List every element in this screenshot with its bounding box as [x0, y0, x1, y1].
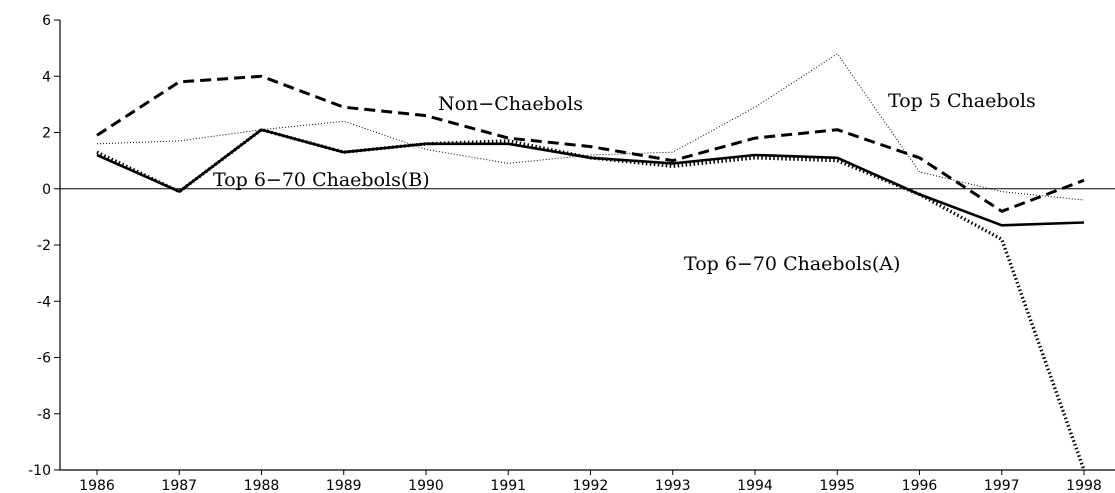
- x-tick-label: 1991: [490, 478, 526, 493]
- y-tick-label: 4: [42, 69, 51, 85]
- x-tick-label: 1988: [244, 478, 280, 493]
- x-tick-label: 1997: [984, 478, 1020, 493]
- x-tick-label: 1990: [408, 478, 444, 493]
- x-tick-label: 1998: [1066, 478, 1102, 493]
- series-label-top6-70-b: Top 6−70 Chaebols(B): [213, 169, 430, 191]
- series-lines: [96, 53, 1086, 471]
- x-tick-label: 1995: [819, 478, 855, 493]
- x-tick-label: 1987: [161, 478, 197, 493]
- axis-ticks: -10 -8 -6 -4 -2 0 2 4 6 1986 1987 1988 1989 1990 1991 1…: [28, 13, 1102, 493]
- x-tick-label: 1993: [655, 478, 691, 493]
- series-line-top6-70-a: [96, 127, 1086, 471]
- y-tick-label: -8: [37, 407, 51, 423]
- x-tick-label: 1992: [573, 478, 609, 493]
- series-label-top6-70-a: Top 6−70 Chaebols(A): [684, 253, 900, 275]
- x-tick-label: 1996: [902, 478, 938, 493]
- y-tick-label: 2: [42, 126, 51, 142]
- series-labels: Non−Chaebols Top 5 Chaebols Top 6−70 Cha…: [213, 90, 1036, 275]
- series-label-non-chaebols: Non−Chaebols: [438, 93, 583, 115]
- y-tick-label: -10: [28, 463, 51, 479]
- axes: [59, 20, 1115, 471]
- y-tick-label: -6: [37, 351, 51, 367]
- x-tick-label: 1994: [737, 478, 773, 493]
- y-tick-label: -4: [37, 294, 51, 310]
- x-tick-label: 1989: [326, 478, 362, 493]
- y-tick-label: 0: [42, 182, 51, 198]
- y-tick-label: -2: [37, 238, 51, 254]
- x-tick-label: 1986: [79, 478, 115, 493]
- series-line-non-chaebols: [96, 74, 1085, 213]
- y-tick-label: 6: [42, 13, 51, 29]
- series-label-top5: Top 5 Chaebols: [888, 90, 1036, 112]
